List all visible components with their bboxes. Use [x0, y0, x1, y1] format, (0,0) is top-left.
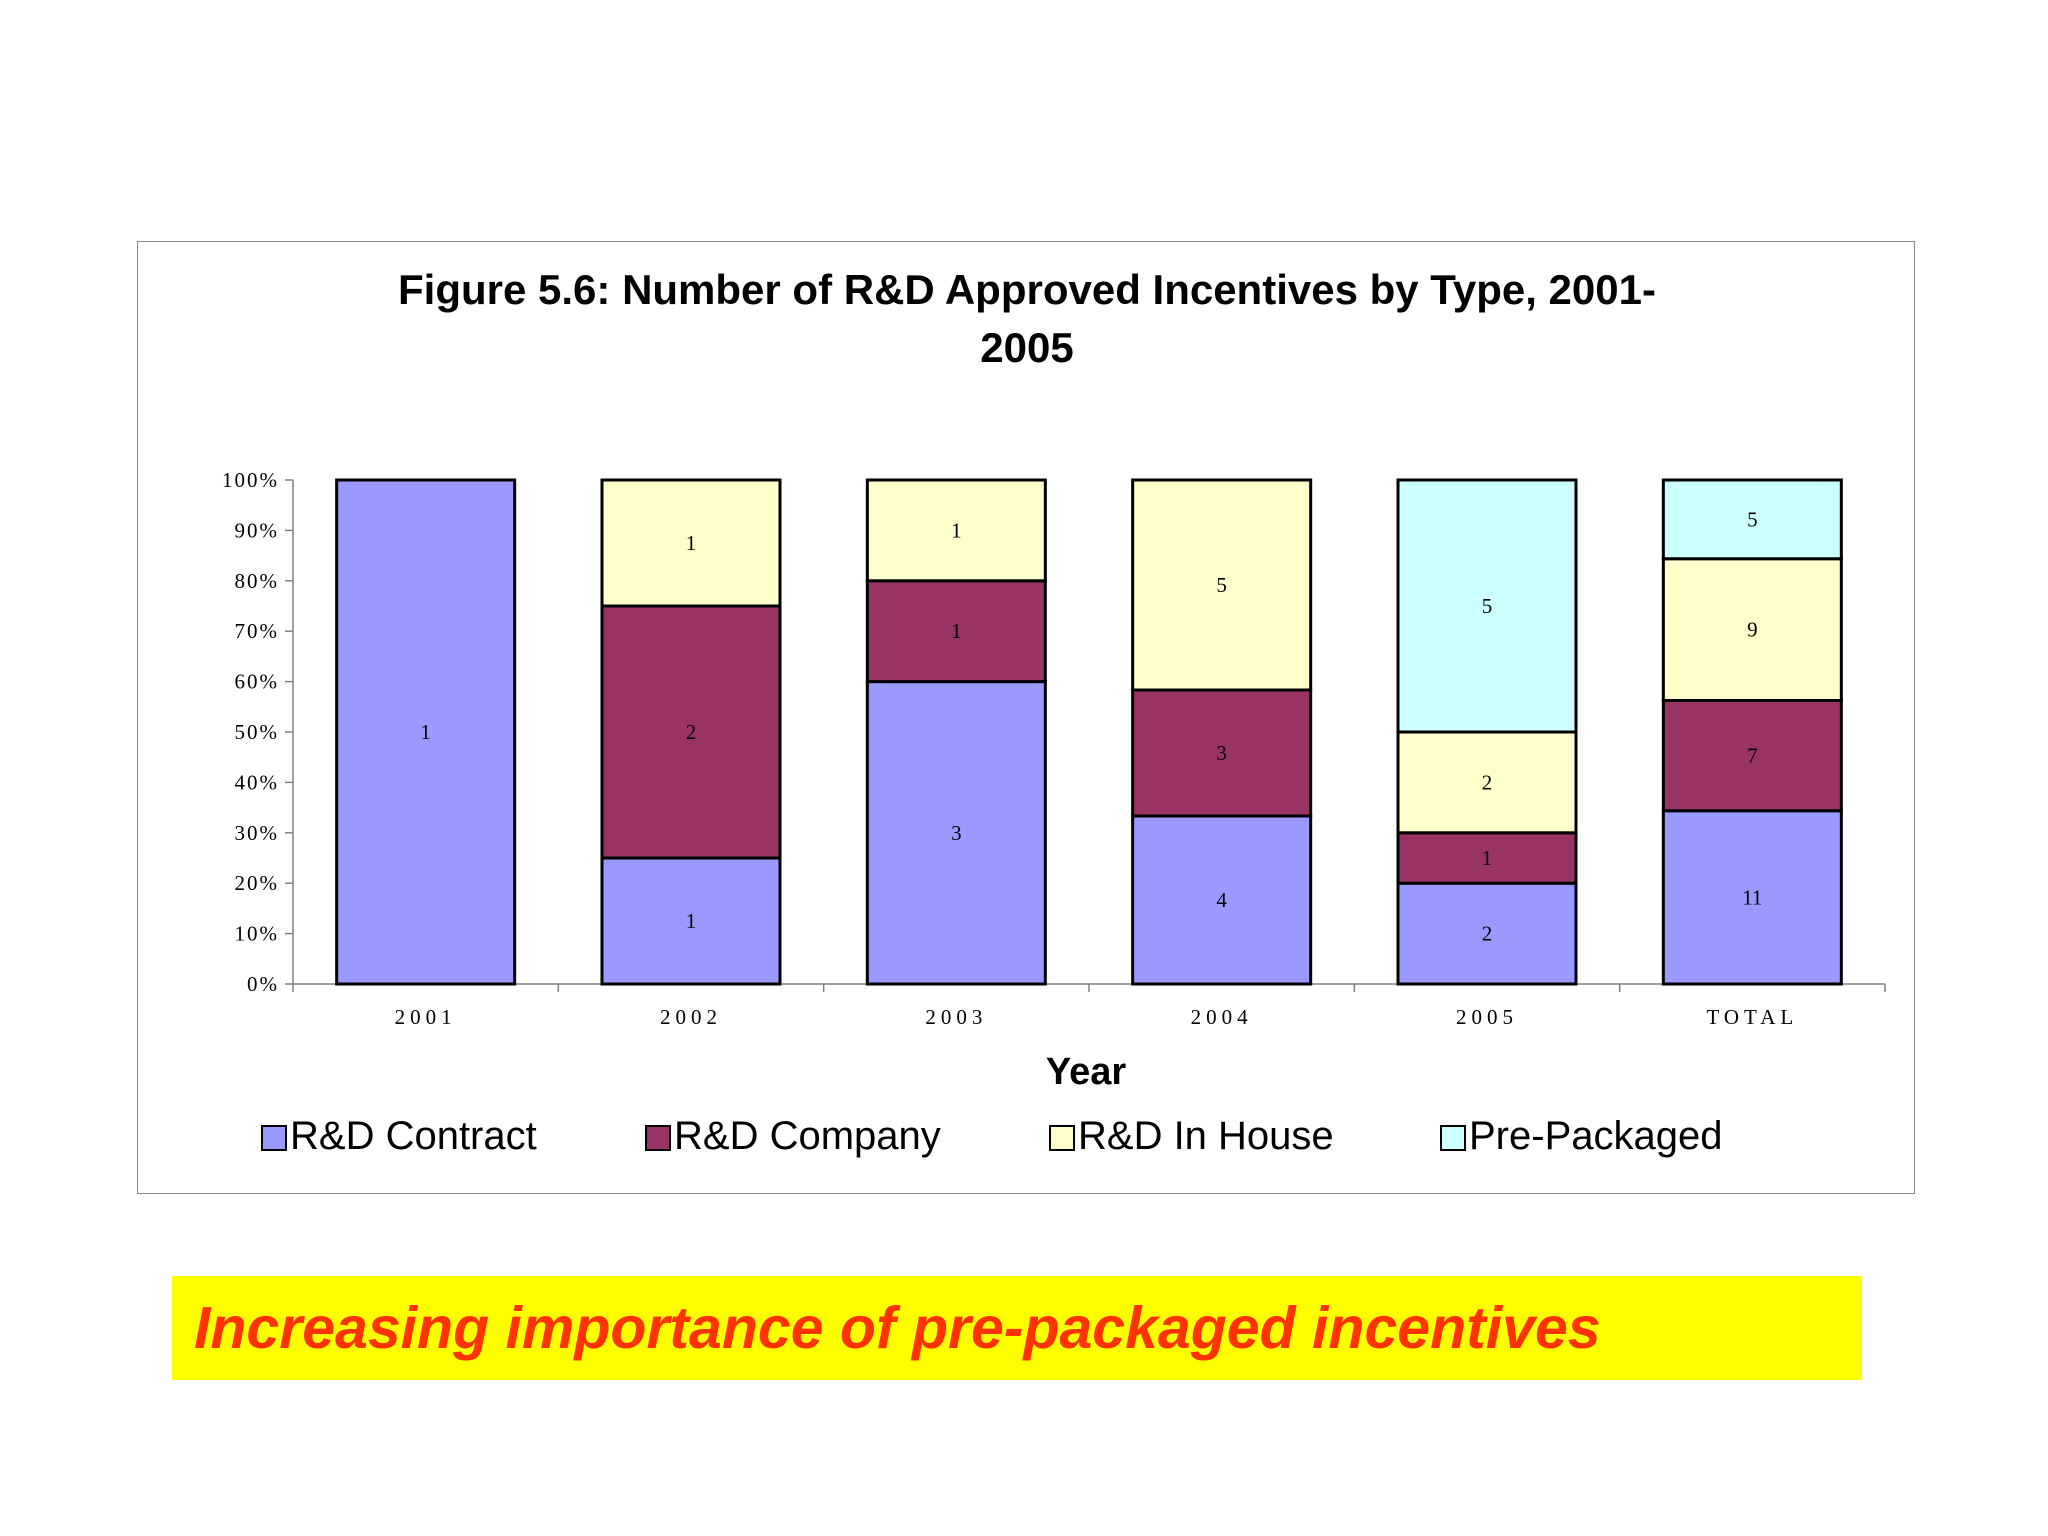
legend-swatch [1440, 1125, 1466, 1151]
chart-title-line-1: Figure 5.6: Number of R&D Approved Incen… [398, 266, 1656, 313]
x-tick-label: 2002 [660, 1005, 722, 1029]
x-tick-label: 2003 [925, 1005, 987, 1029]
y-tick-label: 70% [235, 619, 280, 643]
data-label: 7 [1747, 744, 1758, 768]
legend-entry: Pre-Packaged [1469, 1114, 1722, 1158]
chart-title-line-2: 2005 [980, 324, 1073, 371]
data-label: 9 [1747, 618, 1758, 642]
data-label: 1 [420, 720, 431, 744]
bar-segment-2002-r-d-company [600, 604, 782, 860]
legend-entry: R&D In House [1078, 1114, 1334, 1158]
bar-segment-2003-r-d-in-house [865, 478, 1047, 583]
y-tick-label: 20% [235, 871, 280, 895]
callout-banner: Increasing importance of pre-packaged in… [172, 1276, 1862, 1380]
bar-segment-total-r-d-contract [1661, 809, 1843, 986]
data-label: 5 [1216, 573, 1227, 597]
legend-entry: R&D Contract [290, 1114, 537, 1158]
bar-segment-2004-r-d-contract [1131, 814, 1313, 986]
bar-segment-2001-r-d-contract [335, 478, 517, 986]
x-tick-label: TOTAL [1706, 1005, 1798, 1029]
callout-text: Increasing importance of pre-packaged in… [194, 1295, 1601, 1361]
data-label: 2 [1482, 922, 1493, 946]
y-tick-label: 90% [235, 518, 280, 542]
data-label: 2 [1482, 770, 1493, 794]
legend-swatch [1049, 1125, 1075, 1151]
bar-segment-2002-r-d-contract [600, 856, 782, 986]
data-label: 1 [951, 518, 962, 542]
data-label: 1 [686, 531, 697, 555]
y-tick-label: 100% [222, 468, 279, 492]
x-axis-title: Year [1046, 1051, 1127, 1093]
y-tick-label: 60% [235, 670, 280, 694]
data-label: 1 [951, 619, 962, 643]
x-tick-label: 2005 [1456, 1005, 1518, 1029]
data-label: 1 [686, 909, 697, 933]
data-label: 5 [1747, 507, 1758, 531]
x-tick-label: 2004 [1191, 1005, 1253, 1029]
x-tick-label: 2001 [395, 1005, 457, 1029]
bar-segment-2005-r-d-company [1396, 831, 1578, 885]
bar-segment-2005-r-d-contract [1396, 881, 1578, 986]
bar-segment-2004-r-d-in-house [1131, 478, 1313, 692]
legend-entry: R&D Company [674, 1114, 941, 1158]
data-label: 3 [1216, 741, 1227, 765]
y-tick-label: 10% [235, 922, 280, 946]
stacked-bar-chart: Figure 5.6: Number of R&D Approved Incen… [222, 266, 1886, 1158]
chart-frame: Figure 5.6: Number of R&D Approved Incen… [137, 241, 1915, 1194]
data-label: 4 [1216, 888, 1227, 912]
y-tick-label: 80% [235, 569, 280, 593]
y-tick-label: 50% [235, 720, 280, 744]
bar-segment-2004-r-d-company [1131, 688, 1313, 818]
legend-swatch [261, 1125, 287, 1151]
bar-segment-2003-r-d-contract [865, 680, 1047, 986]
legend-swatch [645, 1125, 671, 1151]
bar-segment-total-r-d-in-house [1661, 557, 1843, 702]
y-tick-label: 40% [235, 770, 280, 794]
data-label: 1 [1482, 846, 1493, 870]
bar-segment-total-pre-packaged [1661, 478, 1843, 561]
bar-segment-2005-r-d-in-house [1396, 730, 1578, 835]
data-label: 5 [1482, 594, 1493, 618]
bar-segment-2005-pre-packaged [1396, 478, 1578, 734]
y-tick-label: 30% [235, 821, 280, 845]
bar-segment-2003-r-d-company [865, 579, 1047, 684]
data-label: 3 [951, 821, 962, 845]
data-label: 11 [1742, 885, 1762, 909]
data-label: 2 [686, 720, 697, 744]
y-tick-label: 0% [247, 972, 279, 996]
bar-segment-2002-r-d-in-house [600, 478, 782, 608]
